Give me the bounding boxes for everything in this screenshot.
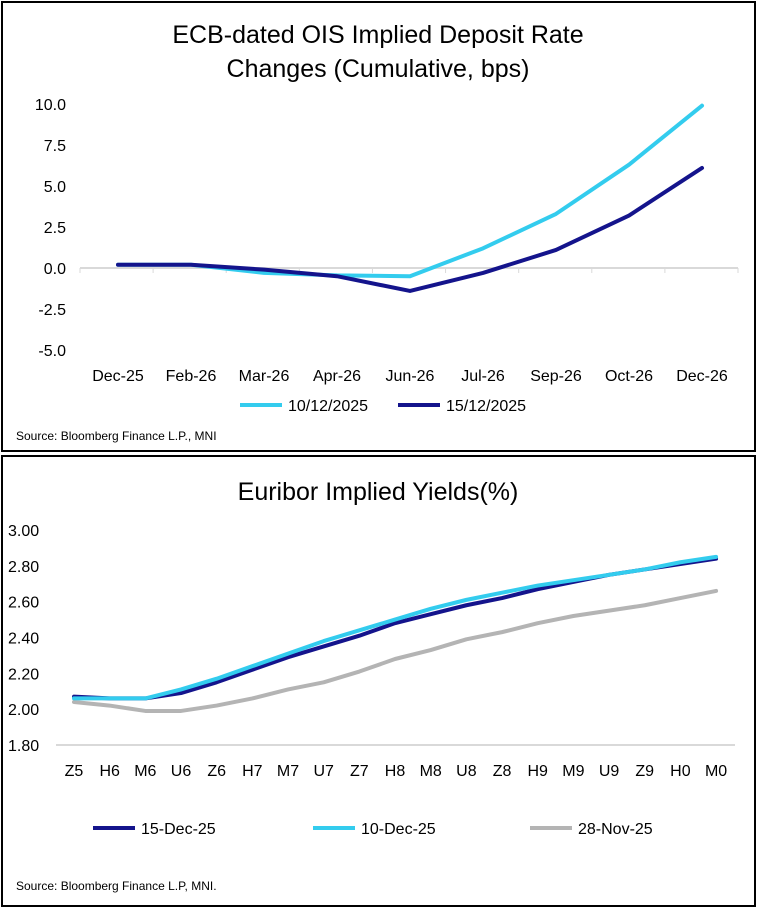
y-tick-label: 3.00 xyxy=(8,523,39,540)
y-tick-label: 10.0 xyxy=(35,97,66,114)
series-line-10/12/2025 xyxy=(116,103,704,279)
y-tick-label: 2.80 xyxy=(8,559,39,576)
x-tick-label: H8 xyxy=(385,763,406,780)
y-tick-label: -2.5 xyxy=(38,302,66,319)
y-tick-label: 2.00 xyxy=(8,702,39,719)
x-tick-label: U8 xyxy=(456,763,477,780)
series-line-28-Nov-25 xyxy=(72,588,719,713)
x-tick-label: M7 xyxy=(277,763,299,780)
legend-label: 15/12/2025 xyxy=(446,398,526,415)
y-tick-label: 2.40 xyxy=(8,631,39,648)
chart-panel-ecb xyxy=(1,1,756,452)
x-tick-label: M0 xyxy=(705,763,727,780)
x-tick-label: Feb-26 xyxy=(166,368,217,385)
x-tick-label: H9 xyxy=(527,763,548,780)
x-tick-label: Z7 xyxy=(350,763,369,780)
x-tick-label: Dec-26 xyxy=(676,368,728,385)
x-tick-label: U9 xyxy=(599,763,620,780)
x-tick-label: M8 xyxy=(420,763,442,780)
x-tick-label: Apr-26 xyxy=(313,368,361,385)
series-line-10-Dec-25 xyxy=(72,554,719,701)
legend-label: 10-Dec-25 xyxy=(361,821,436,838)
x-tick-label: M6 xyxy=(134,763,156,780)
x-tick-label: Z9 xyxy=(635,763,654,780)
chart2-source: Source: Bloomberg Finance L.P, MNI. xyxy=(16,879,217,893)
x-tick-label: Oct-26 xyxy=(605,368,653,385)
y-tick-label: 2.20 xyxy=(8,666,39,683)
x-tick-label: Sep-26 xyxy=(530,368,582,385)
series-line-15-Dec-25 xyxy=(72,556,719,701)
series-line-15/12/2025 xyxy=(116,165,704,293)
y-tick-label: 2.5 xyxy=(44,220,66,237)
x-tick-label: Z5 xyxy=(65,763,84,780)
x-tick-label: M9 xyxy=(562,763,584,780)
x-tick-label: Dec-25 xyxy=(92,368,144,385)
y-tick-label: 2.60 xyxy=(8,595,39,612)
x-tick-label: H6 xyxy=(99,763,120,780)
x-tick-label: Jun-26 xyxy=(386,368,435,385)
x-tick-label: Mar-26 xyxy=(239,368,290,385)
x-tick-label: U7 xyxy=(313,763,334,780)
x-tick-label: Jul-26 xyxy=(461,368,505,385)
legend-label: 15-Dec-25 xyxy=(141,821,216,838)
y-tick-label: 5.0 xyxy=(44,179,66,196)
y-tick-label: -5.0 xyxy=(38,343,66,360)
chart1-source: Source: Bloomberg Finance L.P., MNI xyxy=(16,429,217,443)
legend-label: 28-Nov-25 xyxy=(578,821,653,838)
y-tick-label: 7.5 xyxy=(44,138,66,155)
chart-panel-euribor xyxy=(1,455,756,907)
chart1-title-line2: Changes (Cumulative, bps) xyxy=(227,55,530,83)
chart1-title-line1: ECB-dated OIS Implied Deposit Rate xyxy=(172,21,583,49)
y-tick-label: 0.0 xyxy=(44,261,66,278)
y-tick-label: 1.80 xyxy=(8,738,39,755)
x-tick-label: H7 xyxy=(242,763,263,780)
legend-label: 10/12/2025 xyxy=(288,398,368,415)
x-tick-label: Z6 xyxy=(207,763,226,780)
x-tick-label: H0 xyxy=(670,763,691,780)
chart2-title: Euribor Implied Yields(%) xyxy=(238,478,519,506)
x-tick-label: Z8 xyxy=(493,763,512,780)
x-tick-label: U6 xyxy=(171,763,192,780)
